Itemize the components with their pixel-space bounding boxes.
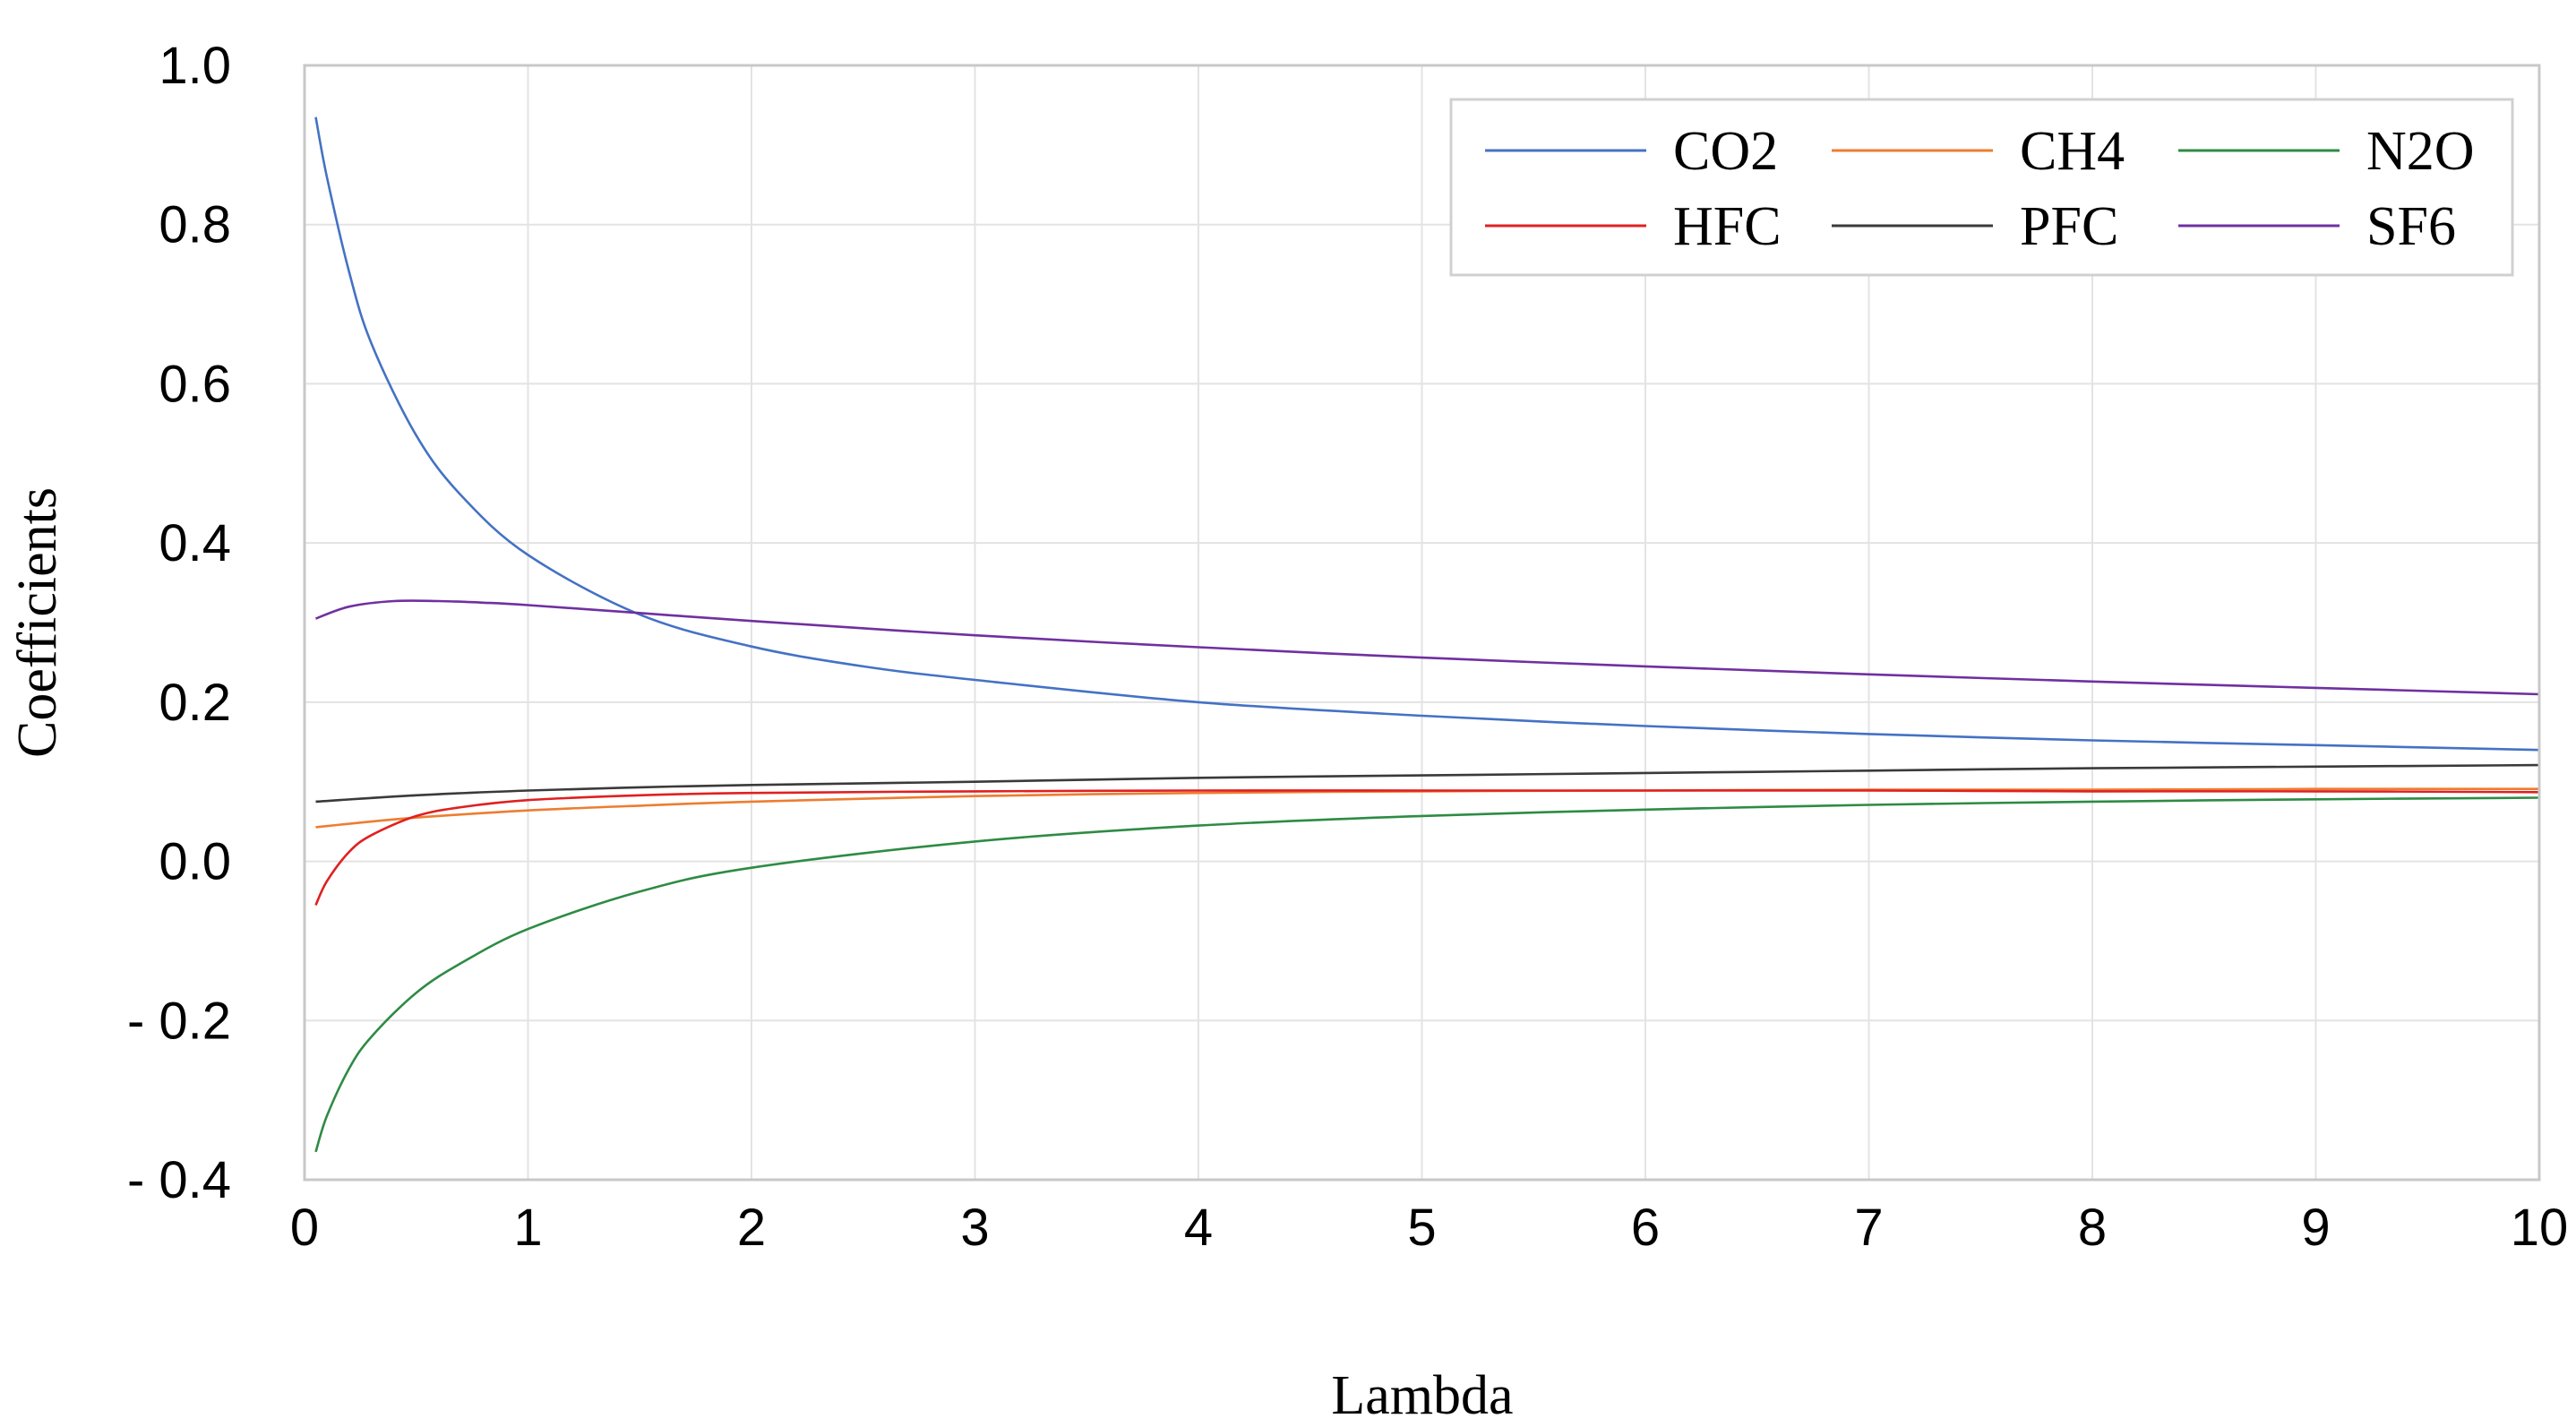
x-tick-labels: 0 1 2 3 4 5 6 7 8 9 10 (290, 1199, 2568, 1257)
series-line-hfc (314, 789, 2540, 906)
x-tick-label: 4 (1184, 1199, 1213, 1257)
legend-label-pfc: PFC (2020, 196, 2118, 257)
y-tick-label: 0.0 (159, 833, 231, 891)
y-tick-label: 0.2 (159, 674, 231, 732)
legend-label-ch4: CH4 (2020, 121, 2125, 182)
legend-label-n2o: N2O (2366, 121, 2475, 182)
series-line-ch4 (315, 787, 2540, 829)
x-tick-label: 8 (2078, 1199, 2107, 1257)
legend-label-co2: CO2 (1673, 121, 1778, 182)
legend-items: CO2 CH4 N2O HFC PFC SF6 (1485, 121, 2475, 257)
x-tick-label: 6 (1631, 1199, 1660, 1257)
x-tick-label: 9 (2301, 1199, 2330, 1257)
x-tick-label: 1 (513, 1199, 542, 1257)
legend-box (1449, 98, 2514, 277)
plot-frame (303, 64, 2541, 1182)
y-tick-labels: 1.0 0.8 0.6 0.4 0.2 0.0 - 0.2 - 0.4 (127, 37, 231, 1209)
x-tick-label: 10 (2511, 1199, 2569, 1257)
x-tick-label: 7 (1854, 1199, 1883, 1257)
series-line-n2o (314, 796, 2540, 1153)
y-tick-label: 0.4 (159, 514, 231, 572)
y-tick-label: 0.6 (159, 355, 231, 413)
x-tick-label: 5 (1407, 1199, 1436, 1257)
y-tick-label: - 0.2 (127, 992, 231, 1050)
series-lines (314, 116, 2540, 1153)
y-tick-label: 0.8 (159, 196, 231, 254)
x-tick-label: 3 (960, 1199, 989, 1257)
legend: CO2 CH4 N2O HFC PFC SF6 (1449, 98, 2514, 277)
series-line-co2 (314, 116, 2540, 752)
y-tick-label: - 0.4 (127, 1151, 231, 1209)
y-axis-title: Coefficients (7, 487, 68, 758)
x-tick-label: 0 (290, 1199, 319, 1257)
legend-label-sf6: SF6 (2366, 196, 2456, 257)
series-line-pfc (315, 763, 2540, 804)
y-tick-label: 1.0 (159, 37, 231, 95)
x-tick-label: 2 (737, 1199, 766, 1257)
legend-label-hfc: HFC (1673, 196, 1782, 257)
x-axis-title: Lambda (1331, 1365, 1513, 1426)
series-line-sf6 (315, 599, 2540, 696)
